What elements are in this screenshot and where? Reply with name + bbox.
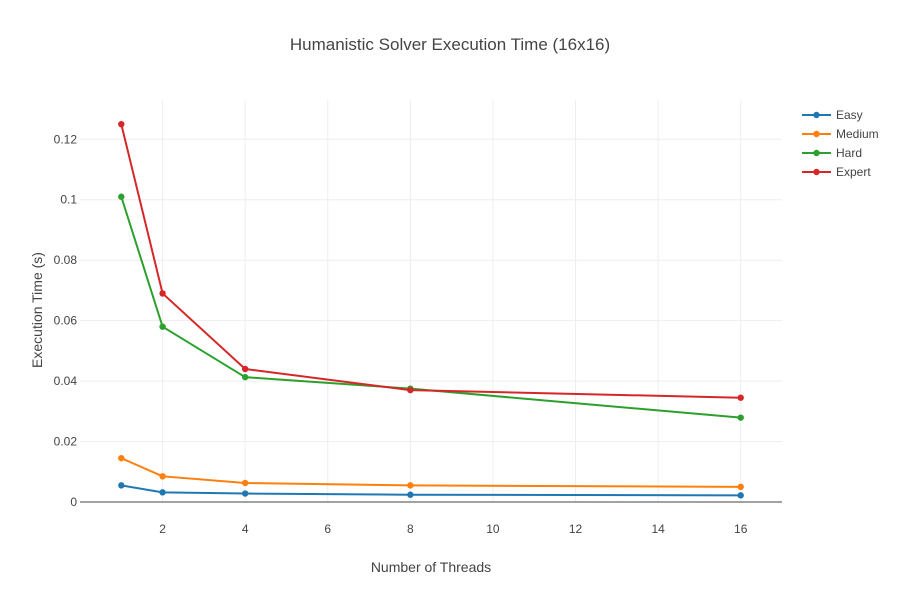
legend-label: Hard [836,146,862,160]
series-line [120,196,741,419]
x-tick-label: 8 [407,522,414,536]
data-point[interactable] [241,479,249,487]
data-point[interactable] [118,482,125,489]
y-tick-label: 0.08 [54,253,78,267]
y-tick-label: 0.04 [54,374,78,388]
data-point[interactable] [159,323,166,330]
legend-item-medium[interactable]: Medium [802,127,879,141]
data-point[interactable] [159,489,166,496]
series-line [120,457,741,488]
x-tick-label: 14 [651,522,665,536]
y-tick-label: 0.02 [54,435,78,449]
data-point[interactable] [159,473,166,480]
legend-item-expert[interactable]: Expert [802,165,871,179]
data-point[interactable] [407,482,414,489]
x-tick-label: 10 [486,522,500,536]
series-expert [118,120,744,401]
y-axis-title: Execution Time (s) [29,252,45,368]
data-point[interactable] [241,373,249,381]
data-point[interactable] [241,490,249,497]
y-tick-label: 0.1 [60,193,77,207]
y-tick-label: 0.12 [54,132,78,146]
legend[interactable]: Easy Medium Hard Expert [802,108,879,179]
data-point[interactable] [737,394,744,401]
series-hard [118,193,744,421]
data-point[interactable] [118,120,125,128]
data-point[interactable] [159,290,166,297]
y-tick-label: 0.06 [54,314,78,328]
data-point[interactable] [118,193,125,200]
data-point[interactable] [407,386,414,394]
legend-marker [813,130,820,138]
x-tick-label: 4 [242,522,249,536]
x-tick-label: 12 [569,522,583,536]
chart-title: Humanistic Solver Execution Time (16x16) [290,35,610,54]
axis-layer: 2 4 6 8 10 12 14 16 0 0.02 0.04 0.06 0.08 0.1 0.12 [54,132,782,536]
x-tick-label: 6 [324,522,331,536]
data-point[interactable] [407,491,414,498]
legend-marker [813,168,820,176]
legend-item-easy[interactable]: Easy [802,108,863,122]
data-point[interactable] [241,365,249,373]
series-layer [118,120,744,499]
legend-marker [813,149,820,157]
data-point[interactable] [118,454,125,462]
series-line [120,123,741,399]
x-tick-label: 16 [734,522,748,536]
data-point[interactable] [737,483,744,491]
legend-label: Easy [836,108,863,122]
series-medium [118,454,744,491]
data-point[interactable] [737,492,744,499]
x-tick-label: 2 [159,522,166,536]
legend-label: Expert [836,165,871,179]
legend-item-hard[interactable]: Hard [802,146,862,160]
legend-marker [813,111,820,119]
data-point[interactable] [737,414,744,421]
legend-label: Medium [836,127,879,141]
grid-layer [80,100,782,502]
y-tick-label: 0 [70,495,77,509]
series-easy [118,482,744,499]
x-axis-title: Number of Threads [371,559,491,575]
